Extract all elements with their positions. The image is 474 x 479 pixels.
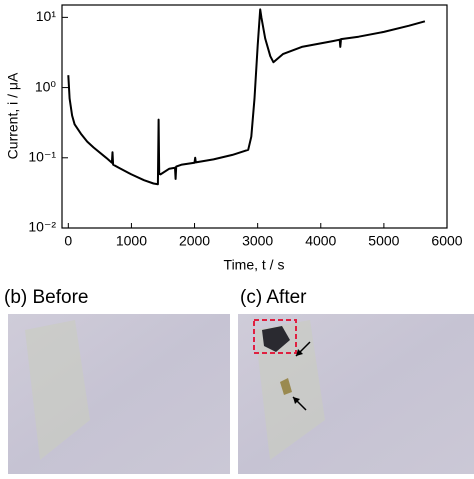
arrow-head	[293, 397, 300, 404]
x-tick-label: 5000	[368, 233, 399, 249]
defect	[262, 326, 290, 352]
x-tick-label: 3000	[242, 233, 273, 249]
panel-label: (c) After	[240, 287, 307, 308]
y-tick-label: 10¹	[36, 8, 57, 24]
plot-frame	[61, 4, 448, 229]
arrow-head	[296, 349, 303, 356]
x-tick-label: 2000	[179, 233, 210, 249]
highlight-box	[253, 319, 297, 354]
x-axis-title: Time, t / s	[224, 257, 285, 273]
film-region	[25, 320, 90, 460]
x-tick-label: 6000	[431, 233, 462, 249]
y-tick-label: 10⁻²	[28, 219, 56, 235]
current-line	[67, 8, 426, 186]
y-tick-label: 10⁰	[35, 78, 57, 94]
x-tick-label: 1000	[116, 233, 147, 249]
panel-label: (b) Before	[4, 287, 88, 308]
defect	[280, 378, 292, 395]
x-tick-label: 0	[64, 233, 72, 249]
x-tick-label: 4000	[305, 233, 336, 249]
y-axis-title: Current, i / μA	[5, 72, 21, 159]
y-tick-label: 10⁻¹	[28, 148, 56, 164]
